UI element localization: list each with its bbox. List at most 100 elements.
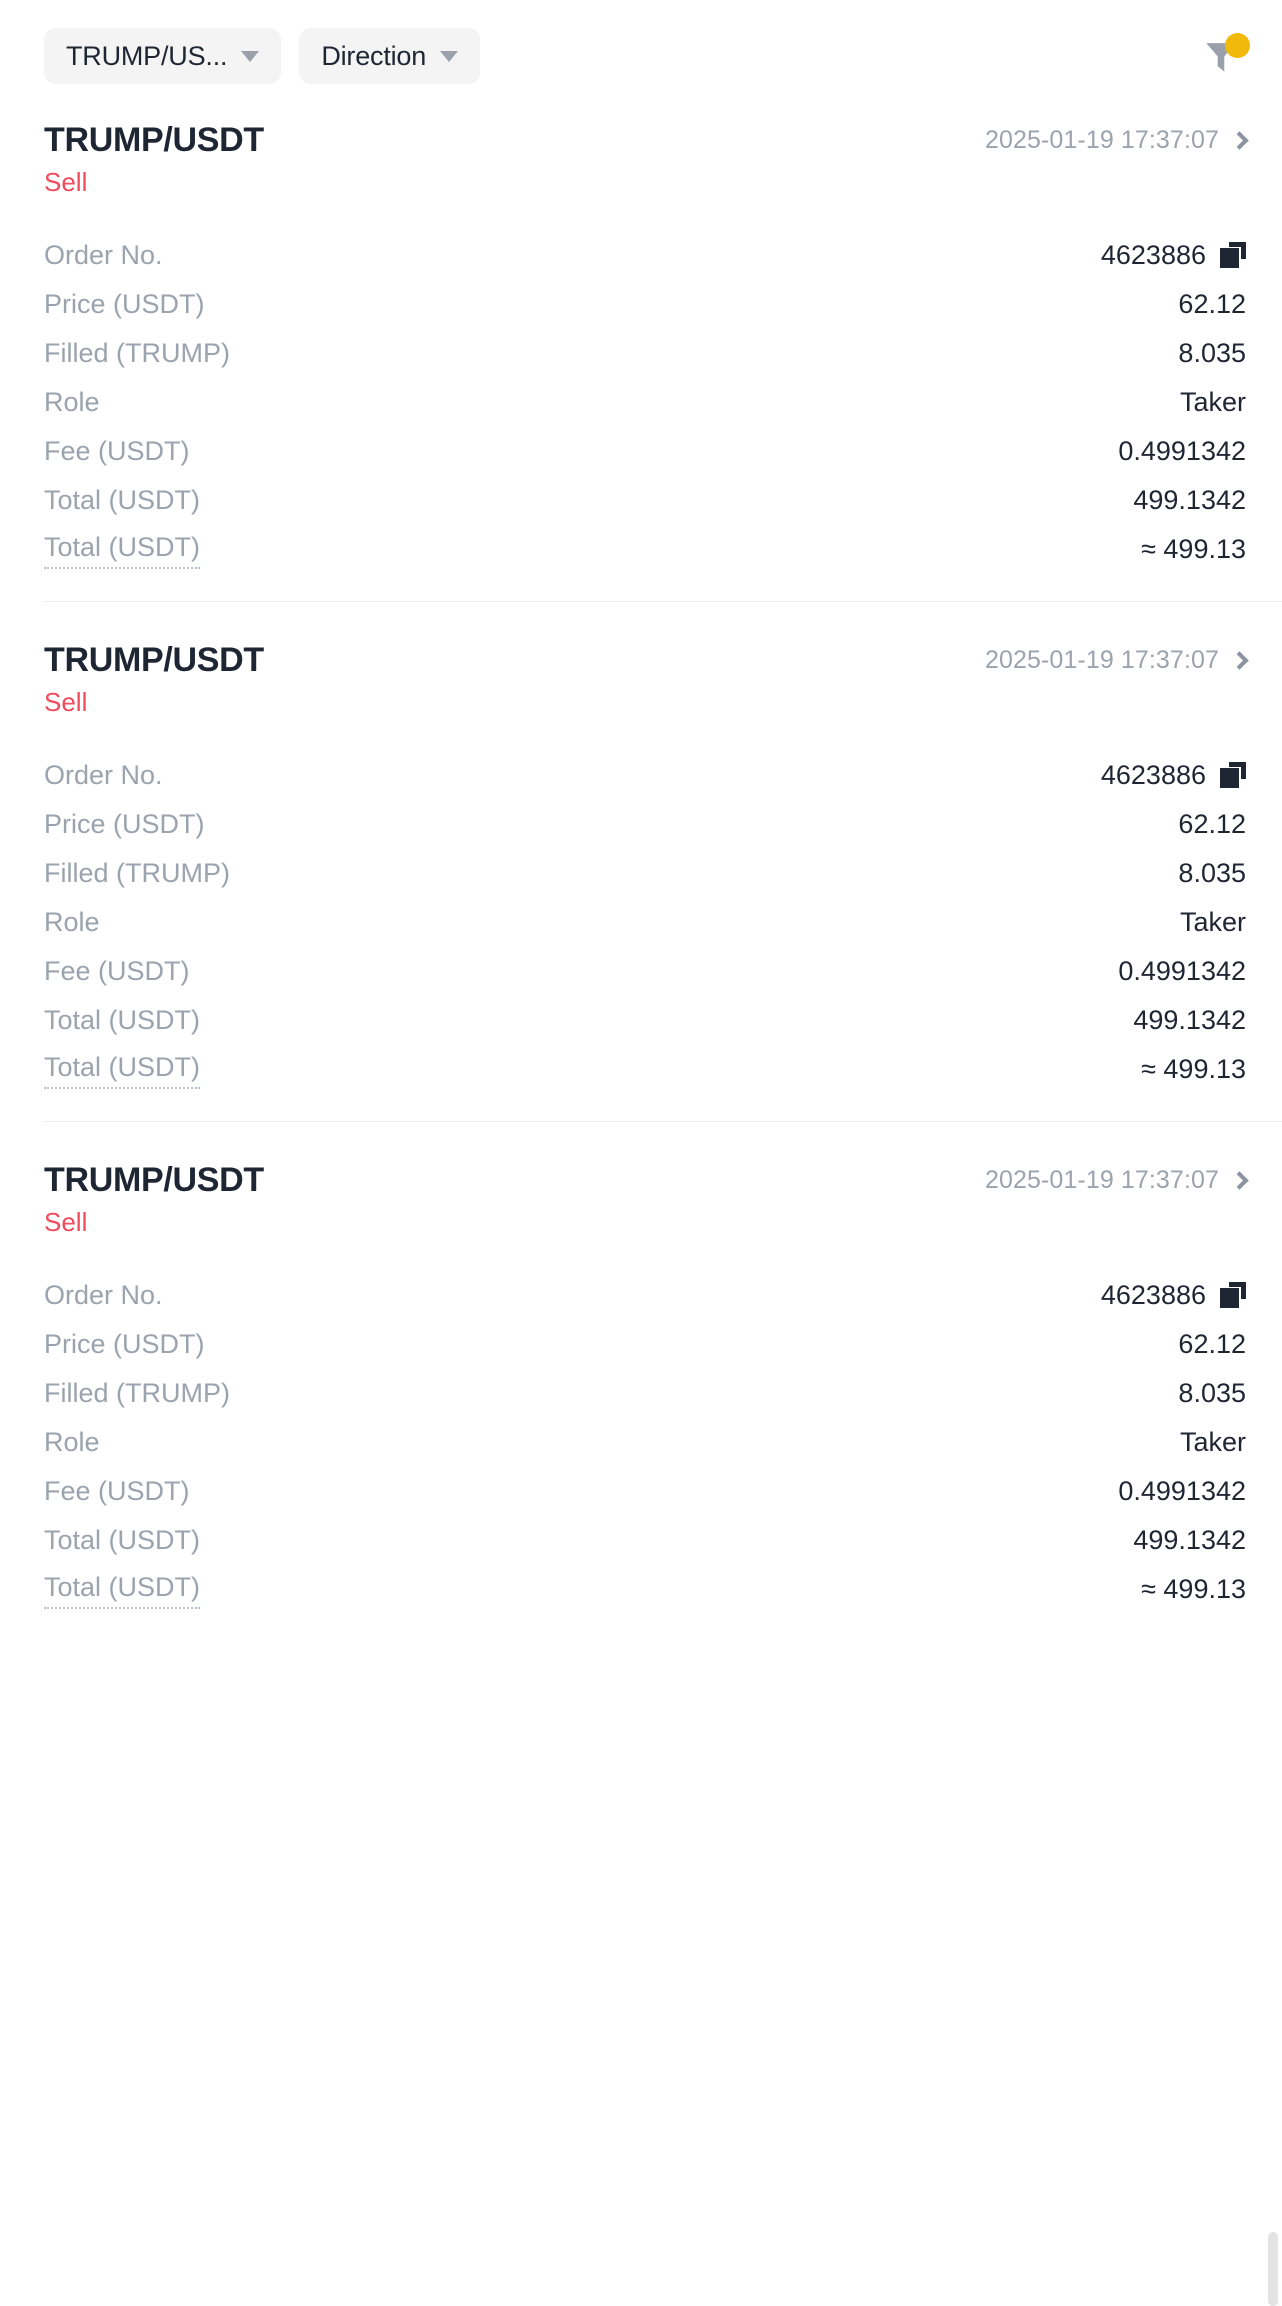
chevron-right-icon <box>1230 131 1249 150</box>
order-card[interactable]: TRUMP/USDT Sell 2025-01-19 17:37:07 Orde… <box>0 632 1282 1099</box>
chevron-down-icon <box>440 50 459 62</box>
card-spacer <box>0 1122 1282 1152</box>
order-pair: TRUMP/USDT <box>44 121 264 159</box>
filter-active-badge <box>1225 33 1250 58</box>
total-approx-row: Total (USDT) ≈ 499.13 <box>44 1050 1246 1099</box>
total-approx-value: ≈ 499.13 <box>1141 534 1246 564</box>
order-pair: TRUMP/USDT <box>44 641 264 679</box>
chevron-down-icon <box>241 50 260 62</box>
total-approx-row: Total (USDT) ≈ 499.13 <box>44 1570 1246 1619</box>
role-value: Taker <box>1179 1427 1246 1457</box>
order-details: Order No. 4623886 Price (USDT) 62.12 Fil… <box>44 230 1246 579</box>
fee-row: Fee (USDT) 0.4991342 <box>44 1472 1246 1521</box>
total-approx-label[interactable]: Total (USDT) <box>44 1050 201 1089</box>
total-approx-label[interactable]: Total (USDT) <box>44 1570 201 1609</box>
total-approx-value: ≈ 499.13 <box>1141 1054 1246 1084</box>
order-list: TRUMP/USDT Sell 2025-01-19 17:37:07 Orde… <box>0 112 1282 1619</box>
total-row: Total (USDT) 499.1342 <box>44 481 1246 530</box>
scrollbar-thumb[interactable] <box>1268 2232 1278 2306</box>
fee-label: Fee (USDT) <box>44 436 190 466</box>
copy-icon[interactable] <box>1220 242 1246 268</box>
order-card[interactable]: TRUMP/USDT Sell 2025-01-19 17:37:07 Orde… <box>0 112 1282 579</box>
total-label: Total (USDT) <box>44 1525 201 1555</box>
order-side: Sell <box>44 167 88 197</box>
order-detail-link[interactable]: 2025-01-19 17:37:07 <box>984 126 1249 155</box>
price-label: Price (USDT) <box>44 289 205 319</box>
filled-label: Filled (TRUMP) <box>44 338 230 368</box>
order-side: Sell <box>44 687 88 717</box>
fee-row: Fee (USDT) 0.4991342 <box>44 952 1246 1001</box>
role-row: Role Taker <box>44 383 1246 432</box>
total-value: 499.1342 <box>1133 1525 1246 1555</box>
role-label: Role <box>44 387 100 417</box>
order-no-row: Order No. 4623886 <box>44 756 1246 805</box>
fee-row: Fee (USDT) 0.4991342 <box>44 432 1246 481</box>
card-separator <box>44 601 1282 602</box>
order-no-label: Order No. <box>44 1280 163 1310</box>
copy-icon[interactable] <box>1220 1282 1246 1308</box>
price-label: Price (USDT) <box>44 1329 205 1359</box>
filled-value: 8.035 <box>1178 858 1246 888</box>
filter-toolbar: TRUMP/US... Direction <box>0 0 1282 112</box>
filled-label: Filled (TRUMP) <box>44 1378 230 1408</box>
role-label: Role <box>44 907 100 937</box>
order-no-row: Order No. 4623886 <box>44 1276 1246 1325</box>
role-row: Role Taker <box>44 1423 1246 1472</box>
order-timestamp: 2025-01-19 17:37:07 <box>984 126 1219 154</box>
order-detail-link[interactable]: 2025-01-19 17:37:07 <box>984 646 1249 675</box>
fee-label: Fee (USDT) <box>44 956 190 986</box>
price-row: Price (USDT) 62.12 <box>44 1325 1246 1374</box>
chevron-right-icon <box>1230 651 1249 670</box>
order-timestamp: 2025-01-19 17:37:07 <box>984 1166 1219 1194</box>
copy-icon[interactable] <box>1220 762 1246 788</box>
order-timestamp: 2025-01-19 17:37:07 <box>984 646 1219 674</box>
order-pair: TRUMP/USDT <box>44 1161 264 1199</box>
order-details: Order No. 4623886 Price (USDT) 62.12 Fil… <box>44 1270 1246 1619</box>
order-card[interactable]: TRUMP/USDT Sell 2025-01-19 17:37:07 Orde… <box>0 1152 1282 1619</box>
role-value: Taker <box>1179 907 1246 937</box>
total-approx-value: ≈ 499.13 <box>1141 1574 1246 1604</box>
price-value: 62.12 <box>1178 809 1246 839</box>
order-card-header: TRUMP/USDT Sell 2025-01-19 17:37:07 <box>44 1152 1249 1270</box>
filter-button[interactable] <box>1192 27 1250 85</box>
total-label: Total (USDT) <box>44 485 201 515</box>
total-approx-label[interactable]: Total (USDT) <box>44 530 201 569</box>
order-side: Sell <box>44 1207 88 1237</box>
filled-label: Filled (TRUMP) <box>44 858 230 888</box>
role-label: Role <box>44 1427 100 1457</box>
order-no-value: 4623886 <box>1100 1280 1206 1310</box>
fee-value: 0.4991342 <box>1118 1476 1246 1506</box>
pair-filter-dropdown[interactable]: TRUMP/US... <box>44 28 282 84</box>
card-spacer <box>0 602 1282 632</box>
order-card-header: TRUMP/USDT Sell 2025-01-19 17:37:07 <box>44 112 1249 230</box>
order-card-header: TRUMP/USDT Sell 2025-01-19 17:37:07 <box>44 632 1249 750</box>
filled-row: Filled (TRUMP) 8.035 <box>44 334 1246 383</box>
filled-row: Filled (TRUMP) 8.035 <box>44 854 1246 903</box>
total-approx-row: Total (USDT) ≈ 499.13 <box>44 530 1246 579</box>
fee-value: 0.4991342 <box>1118 956 1246 986</box>
price-value: 62.12 <box>1178 289 1246 319</box>
price-row: Price (USDT) 62.12 <box>44 285 1246 334</box>
total-row: Total (USDT) 499.1342 <box>44 1521 1246 1570</box>
total-value: 499.1342 <box>1133 1005 1246 1035</box>
price-value: 62.12 <box>1178 1329 1246 1359</box>
price-label: Price (USDT) <box>44 809 205 839</box>
order-no-row: Order No. 4623886 <box>44 236 1246 285</box>
total-value: 499.1342 <box>1133 485 1246 515</box>
fee-value: 0.4991342 <box>1118 436 1246 466</box>
filled-value: 8.035 <box>1178 338 1246 368</box>
chevron-right-icon <box>1230 1171 1249 1190</box>
order-no-value: 4623886 <box>1100 760 1206 790</box>
order-no-value-group: 4623886 <box>1101 756 1246 794</box>
order-detail-link[interactable]: 2025-01-19 17:37:07 <box>984 1166 1249 1195</box>
role-row: Role Taker <box>44 903 1246 952</box>
filled-value: 8.035 <box>1178 1378 1246 1408</box>
order-details: Order No. 4623886 Price (USDT) 62.12 Fil… <box>44 750 1246 1099</box>
pair-filter-label: TRUMP/US... <box>66 40 228 71</box>
price-row: Price (USDT) 62.12 <box>44 805 1246 854</box>
direction-filter-dropdown[interactable]: Direction <box>299 28 481 84</box>
total-row: Total (USDT) 499.1342 <box>44 1001 1246 1050</box>
order-no-label: Order No. <box>44 240 163 270</box>
order-no-value: 4623886 <box>1100 240 1206 270</box>
order-no-label: Order No. <box>44 760 163 790</box>
